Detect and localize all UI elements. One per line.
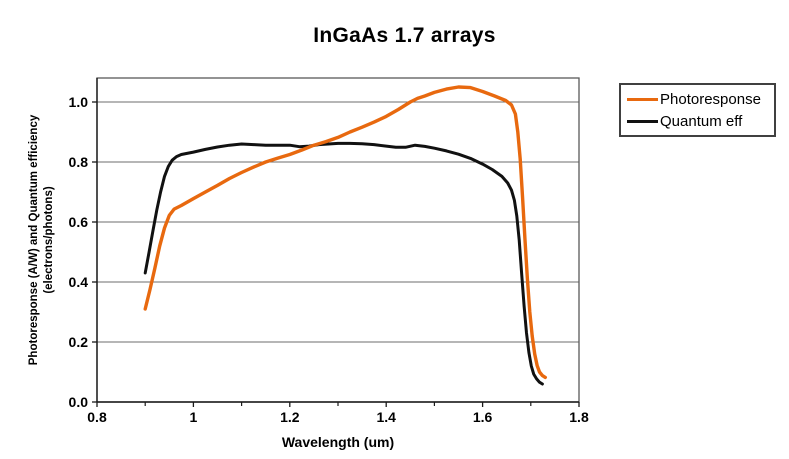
legend-label: Photoresponse [660,90,761,108]
plot-frame [96,77,580,403]
x-tick-label: 0.8 [87,409,107,425]
x-tick-label: 1 [190,409,198,425]
legend-label: Quantum eff [660,112,743,130]
series-line-photoresponse [143,85,547,380]
chart-title: InGaAs 1.7 arrays [313,24,496,47]
legend: Photoresponse Quantum eff [619,83,776,137]
x-tick-label: 1.2 [280,409,300,425]
y-axis-title-line1: Photoresponse (A/W) and Quantum efficien… [28,114,40,366]
y-tick-label: 1.0 [69,94,89,110]
y-tick-label: 0.2 [69,334,89,350]
x-tick-label: 1.6 [473,409,493,425]
x-tick-label: 1.8 [569,409,589,425]
x-axis-title: Wavelength (um) [281,434,395,450]
legend-swatch-photoresponse [627,97,658,101]
y-tick-label: 0.6 [69,214,89,230]
y-axis-title: Photoresponse (A/W) and Quantum efficien… [27,70,59,410]
legend-swatch-quantum-eff [627,119,658,123]
legend-row: Photoresponse [627,88,774,110]
y-tick-label: 0.0 [69,394,89,410]
x-tick-label: 1.4 [376,409,396,425]
y-tick-label: 0.8 [69,154,89,170]
series-line-quantum-eff [143,141,544,386]
y-axis-title-line2: (electrons/photons) [43,186,55,294]
legend-row: Quantum eff [627,110,774,132]
y-tick-label: 0.4 [69,274,89,290]
